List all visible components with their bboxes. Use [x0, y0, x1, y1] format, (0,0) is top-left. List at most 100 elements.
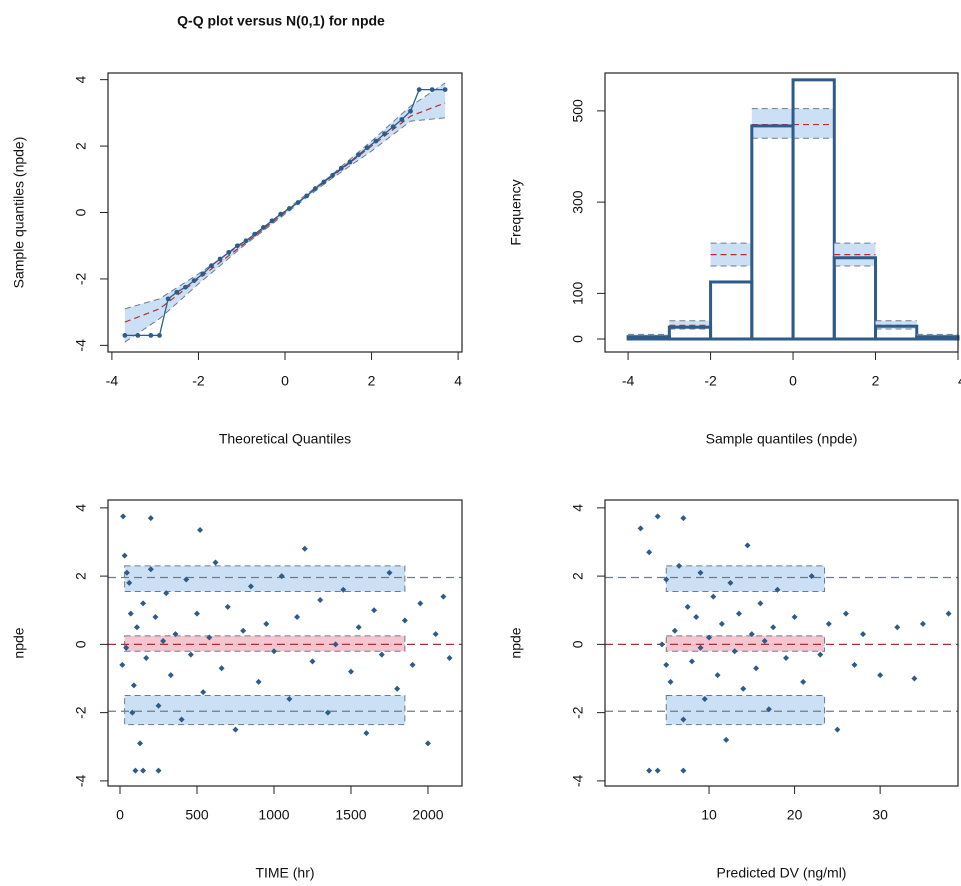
qq-point [157, 332, 162, 338]
data-point [667, 678, 674, 685]
qq-point [364, 145, 370, 151]
x-tick-label: 2 [872, 373, 880, 389]
y-tick-label: 2 [73, 142, 89, 150]
qq-point [269, 218, 275, 224]
qq-point [399, 117, 405, 122]
prediction-interval [793, 108, 835, 139]
qq-point [382, 131, 387, 137]
data-point [401, 617, 408, 624]
data-point [697, 644, 704, 651]
data-point [309, 658, 316, 665]
data-point [240, 627, 247, 634]
data-point [671, 627, 678, 634]
data-point [194, 610, 201, 617]
y-tick-label: 0 [73, 640, 89, 648]
data-point [155, 702, 162, 709]
data-point [676, 562, 683, 569]
y-tick-label: -4 [73, 339, 89, 352]
y-tick-label: 0 [570, 640, 586, 648]
y-tick-label: -4 [73, 774, 89, 787]
data-point [232, 726, 239, 733]
prediction-band [124, 635, 406, 652]
data-point [723, 736, 730, 743]
data-point [163, 590, 170, 597]
data-point [378, 651, 385, 658]
qq-point [243, 238, 249, 244]
data-point [417, 600, 424, 607]
band-upper [124, 82, 446, 310]
qq-point [209, 263, 214, 269]
data-point [877, 672, 884, 679]
y-axis-label: Frequency [508, 179, 524, 245]
y-tick-label: 0 [73, 208, 89, 216]
data-point [911, 675, 918, 682]
x-tick-label: -4 [622, 373, 635, 389]
qq-point [191, 278, 197, 283]
data-point [121, 552, 128, 559]
data-point [714, 672, 721, 679]
x-tick-label: 1000 [258, 807, 289, 823]
data-point [710, 593, 717, 600]
x-tick-label: 20 [787, 807, 803, 823]
y-tick-label: 500 [570, 99, 586, 123]
data-point [147, 566, 154, 573]
data-point [424, 740, 431, 747]
qq-point [416, 87, 422, 93]
data-point [945, 610, 952, 617]
data-point [126, 579, 133, 586]
data-point [740, 685, 747, 692]
qq-point [217, 256, 223, 262]
data-point [646, 549, 653, 556]
data-point [753, 665, 760, 672]
data-point [123, 569, 130, 576]
y-tick-label: 300 [570, 190, 586, 214]
qq-point [356, 152, 361, 158]
data-point [646, 767, 653, 774]
data-point [842, 610, 849, 617]
data-point [263, 620, 270, 627]
bar [709, 280, 754, 341]
data-point [654, 513, 661, 520]
data-point [147, 515, 154, 522]
data-point [800, 678, 807, 685]
qq-point [442, 87, 448, 93]
qq-point [321, 179, 327, 185]
x-axis-label: TIME (hr) [255, 865, 314, 881]
qq-point [304, 193, 310, 199]
qq-point [122, 332, 128, 338]
x-tick-label: 0 [789, 373, 797, 389]
qq-point [278, 211, 284, 217]
data-point [278, 573, 285, 580]
data-point [340, 586, 347, 593]
qq-point [295, 200, 301, 205]
data-point [363, 730, 370, 737]
data-point [133, 624, 140, 631]
data-point [347, 668, 354, 675]
y-tick-label: 2 [570, 572, 586, 580]
data-point [167, 672, 174, 679]
bar [832, 256, 878, 341]
y-axis-label: npde [508, 627, 524, 658]
data-point [783, 655, 790, 662]
data-point [637, 525, 644, 532]
data-point [132, 767, 139, 774]
data-point [140, 600, 147, 607]
band-median [124, 102, 446, 323]
qq-point [338, 165, 344, 171]
x-tick-label: 2 [368, 373, 376, 389]
data-point [317, 596, 324, 603]
y-tick-label: -2 [73, 706, 89, 719]
data-point [197, 527, 204, 534]
data-point [834, 726, 841, 733]
data-point [206, 634, 213, 641]
qq-point [174, 289, 180, 295]
bar [750, 124, 795, 341]
data-point [718, 620, 725, 627]
y-tick-label: 4 [570, 504, 586, 512]
data-point [324, 709, 331, 716]
prediction-band [665, 635, 826, 652]
qq-point [165, 296, 171, 302]
data-point [355, 624, 362, 631]
data-point [212, 559, 219, 566]
data-point [851, 661, 858, 668]
